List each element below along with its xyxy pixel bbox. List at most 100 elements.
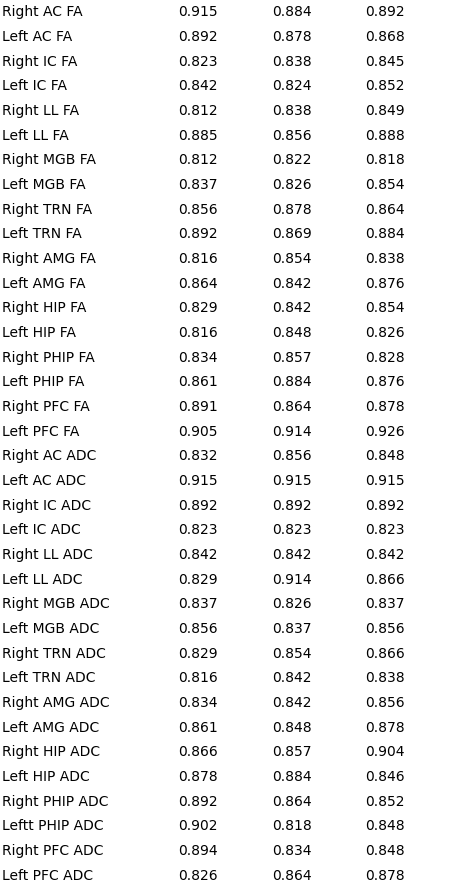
- Text: Right LL FA: Right LL FA: [2, 104, 79, 118]
- Text: 0.885: 0.885: [178, 129, 218, 143]
- Text: 0.826: 0.826: [365, 326, 405, 340]
- Text: 0.856: 0.856: [178, 202, 218, 217]
- Text: 0.826: 0.826: [178, 868, 218, 883]
- Text: 0.864: 0.864: [273, 400, 312, 414]
- Text: 0.852: 0.852: [365, 79, 404, 93]
- Text: Right AC ADC: Right AC ADC: [2, 449, 96, 464]
- Text: 0.864: 0.864: [273, 795, 312, 809]
- Text: 0.892: 0.892: [178, 30, 218, 44]
- Text: Left AMG FA: Left AMG FA: [2, 277, 85, 290]
- Text: 0.892: 0.892: [365, 499, 405, 512]
- Text: 0.823: 0.823: [273, 523, 312, 537]
- Text: 0.837: 0.837: [365, 598, 404, 611]
- Text: 0.823: 0.823: [178, 523, 217, 537]
- Text: 0.915: 0.915: [365, 474, 405, 488]
- Text: 0.876: 0.876: [365, 376, 405, 389]
- Text: 0.926: 0.926: [365, 424, 405, 439]
- Text: 0.864: 0.864: [178, 277, 218, 290]
- Text: Right AMG FA: Right AMG FA: [2, 252, 96, 266]
- Text: Left HIP FA: Left HIP FA: [2, 326, 76, 340]
- Text: 0.842: 0.842: [273, 696, 312, 710]
- Text: Right LL ADC: Right LL ADC: [2, 548, 93, 562]
- Text: 0.878: 0.878: [365, 721, 405, 734]
- Text: 0.856: 0.856: [365, 696, 405, 710]
- Text: 0.829: 0.829: [178, 646, 218, 661]
- Text: 0.915: 0.915: [273, 474, 312, 488]
- Text: 0.852: 0.852: [365, 795, 404, 809]
- Text: 0.838: 0.838: [365, 671, 405, 686]
- Text: 0.816: 0.816: [178, 326, 218, 340]
- Text: 0.854: 0.854: [273, 252, 312, 266]
- Text: Left AC FA: Left AC FA: [2, 30, 72, 44]
- Text: 0.856: 0.856: [365, 622, 405, 636]
- Text: 0.842: 0.842: [178, 79, 217, 93]
- Text: 0.854: 0.854: [365, 178, 404, 192]
- Text: Left PHIP FA: Left PHIP FA: [2, 376, 84, 389]
- Text: 0.857: 0.857: [273, 351, 312, 365]
- Text: 0.846: 0.846: [365, 770, 405, 784]
- Text: 0.892: 0.892: [178, 227, 218, 242]
- Text: Right TRN ADC: Right TRN ADC: [2, 646, 106, 661]
- Text: 0.826: 0.826: [273, 598, 312, 611]
- Text: 0.866: 0.866: [365, 573, 405, 587]
- Text: 0.829: 0.829: [178, 573, 218, 587]
- Text: 0.878: 0.878: [178, 770, 218, 784]
- Text: 0.823: 0.823: [178, 55, 217, 68]
- Text: 0.861: 0.861: [178, 376, 218, 389]
- Text: 0.866: 0.866: [178, 745, 218, 759]
- Text: 0.848: 0.848: [365, 844, 405, 858]
- Text: Right PFC FA: Right PFC FA: [2, 400, 90, 414]
- Text: 0.864: 0.864: [365, 202, 405, 217]
- Text: 0.816: 0.816: [178, 252, 218, 266]
- Text: 0.854: 0.854: [365, 301, 404, 315]
- Text: 0.829: 0.829: [178, 301, 218, 315]
- Text: Right AMG ADC: Right AMG ADC: [2, 696, 109, 710]
- Text: 0.891: 0.891: [178, 400, 218, 414]
- Text: Left IC ADC: Left IC ADC: [2, 523, 81, 537]
- Text: 0.914: 0.914: [273, 573, 312, 587]
- Text: 0.864: 0.864: [273, 868, 312, 883]
- Text: 0.892: 0.892: [273, 499, 312, 512]
- Text: 0.823: 0.823: [365, 523, 404, 537]
- Text: 0.848: 0.848: [273, 326, 312, 340]
- Text: 0.878: 0.878: [365, 400, 405, 414]
- Text: Left AMG ADC: Left AMG ADC: [2, 721, 99, 734]
- Text: Right HIP ADC: Right HIP ADC: [2, 745, 100, 759]
- Text: Right IC FA: Right IC FA: [2, 55, 77, 68]
- Text: 0.834: 0.834: [273, 844, 312, 858]
- Text: 0.861: 0.861: [178, 721, 218, 734]
- Text: 0.826: 0.826: [273, 178, 312, 192]
- Text: 0.892: 0.892: [178, 499, 218, 512]
- Text: 0.915: 0.915: [178, 5, 218, 20]
- Text: Left LL ADC: Left LL ADC: [2, 573, 82, 587]
- Text: 0.878: 0.878: [273, 30, 312, 44]
- Text: 0.892: 0.892: [178, 795, 218, 809]
- Text: 0.837: 0.837: [178, 178, 217, 192]
- Text: Left IC FA: Left IC FA: [2, 79, 67, 93]
- Text: 0.834: 0.834: [178, 351, 217, 365]
- Text: Left MGB ADC: Left MGB ADC: [2, 622, 99, 636]
- Text: 0.888: 0.888: [365, 129, 405, 143]
- Text: 0.816: 0.816: [178, 671, 218, 686]
- Text: 0.915: 0.915: [178, 474, 218, 488]
- Text: 0.878: 0.878: [365, 868, 405, 883]
- Text: 0.824: 0.824: [273, 79, 312, 93]
- Text: 0.856: 0.856: [273, 129, 312, 143]
- Text: Right AC FA: Right AC FA: [2, 5, 82, 20]
- Text: 0.884: 0.884: [273, 376, 312, 389]
- Text: Right PHIP ADC: Right PHIP ADC: [2, 795, 109, 809]
- Text: 0.876: 0.876: [365, 277, 405, 290]
- Text: 0.884: 0.884: [273, 5, 312, 20]
- Text: Left TRN FA: Left TRN FA: [2, 227, 82, 242]
- Text: 0.848: 0.848: [273, 721, 312, 734]
- Text: 0.842: 0.842: [273, 301, 312, 315]
- Text: 0.884: 0.884: [273, 770, 312, 784]
- Text: 0.868: 0.868: [365, 30, 405, 44]
- Text: 0.857: 0.857: [273, 745, 312, 759]
- Text: 0.838: 0.838: [365, 252, 405, 266]
- Text: 0.856: 0.856: [178, 622, 218, 636]
- Text: Left LL FA: Left LL FA: [2, 129, 69, 143]
- Text: Right MGB ADC: Right MGB ADC: [2, 598, 109, 611]
- Text: Right HIP FA: Right HIP FA: [2, 301, 86, 315]
- Text: 0.854: 0.854: [273, 646, 312, 661]
